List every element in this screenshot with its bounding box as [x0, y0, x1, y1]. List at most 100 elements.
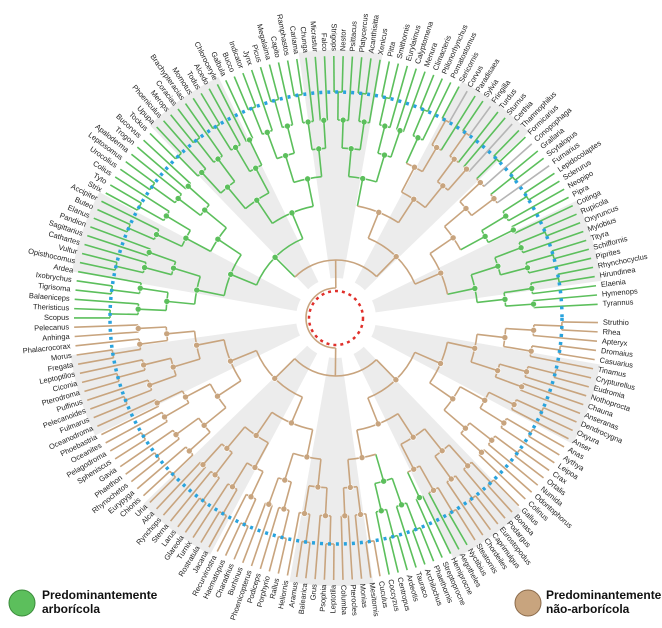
branch	[295, 541, 303, 578]
branch	[447, 168, 468, 191]
branch	[375, 154, 386, 183]
branch	[530, 355, 594, 370]
branch	[208, 515, 228, 548]
branch	[490, 176, 514, 196]
branch	[365, 58, 372, 95]
branch	[511, 408, 569, 440]
tip-label: Dromaius	[600, 346, 633, 359]
branch	[149, 476, 177, 503]
branch	[101, 200, 160, 231]
tip-label: Apteryx	[602, 337, 628, 348]
branch	[217, 380, 242, 397]
branch	[411, 530, 426, 565]
branch	[514, 455, 545, 479]
tip-label: Theristicus	[33, 302, 70, 312]
branch	[268, 536, 280, 572]
branch	[553, 248, 590, 260]
branch	[502, 195, 528, 213]
branch	[306, 178, 314, 207]
branch	[356, 429, 363, 458]
branch	[528, 435, 560, 456]
branch	[177, 108, 201, 139]
branch	[483, 143, 533, 188]
branch	[463, 468, 506, 519]
branch	[203, 407, 227, 426]
branch	[284, 155, 295, 183]
branch	[259, 507, 280, 570]
branch	[204, 209, 227, 229]
branch	[396, 535, 408, 571]
branch	[274, 256, 296, 278]
branch	[515, 399, 543, 413]
branch	[358, 93, 363, 122]
branch	[192, 97, 214, 129]
branch	[487, 484, 513, 513]
branch	[177, 197, 201, 216]
branch	[364, 513, 371, 542]
branch	[286, 125, 296, 154]
branch	[277, 538, 288, 574]
branch	[196, 289, 225, 297]
branch	[477, 298, 506, 304]
branch	[476, 333, 505, 339]
branch	[397, 198, 415, 224]
branch	[184, 103, 223, 157]
branch	[391, 478, 403, 506]
branch	[79, 359, 143, 375]
branch	[341, 56, 344, 93]
branch	[216, 84, 248, 142]
branch	[329, 515, 332, 544]
branch	[138, 205, 165, 222]
branch	[192, 483, 229, 539]
branch	[172, 358, 201, 368]
branch	[149, 374, 177, 386]
branch	[250, 69, 274, 131]
tip-label: Falco	[320, 33, 330, 52]
branch	[254, 442, 269, 468]
branch	[314, 515, 321, 580]
branch	[436, 158, 455, 183]
clade-wedge	[149, 77, 319, 290]
branch	[340, 515, 344, 580]
tree	[73, 56, 598, 580]
node	[227, 271, 234, 278]
branch	[169, 471, 212, 522]
branch	[560, 345, 597, 352]
branch	[97, 399, 157, 427]
branch	[142, 470, 171, 497]
branch	[347, 515, 354, 580]
branch	[255, 411, 273, 436]
node	[227, 357, 234, 365]
clade-wedge	[371, 324, 600, 444]
branch-arc	[556, 274, 560, 283]
branch	[323, 543, 327, 580]
branch	[500, 266, 528, 276]
branch	[173, 267, 201, 278]
branch	[241, 502, 267, 564]
branch	[155, 461, 201, 510]
branch	[543, 213, 577, 230]
branch	[476, 158, 498, 180]
branch	[454, 475, 474, 499]
branch	[233, 76, 249, 111]
branch	[533, 334, 598, 342]
branch	[130, 153, 182, 195]
branch	[230, 349, 257, 362]
branch	[449, 132, 467, 157]
branch	[201, 171, 222, 194]
branch-arc	[462, 130, 470, 137]
node	[398, 501, 405, 509]
branch	[503, 345, 532, 352]
branch	[283, 481, 293, 510]
branch	[447, 287, 476, 296]
branch	[117, 369, 146, 379]
branch	[76, 349, 113, 356]
branch	[151, 185, 176, 204]
legend-label: Predominantemente	[546, 588, 662, 602]
branch	[495, 376, 522, 388]
branch	[414, 272, 442, 285]
branch	[297, 95, 304, 123]
branch	[532, 284, 597, 295]
branch	[374, 483, 383, 511]
branch-arc	[493, 155, 501, 163]
